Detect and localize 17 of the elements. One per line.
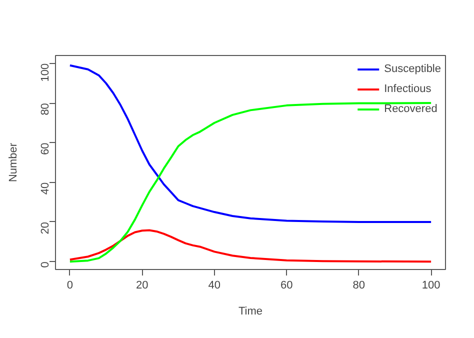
x-tick-label: 60 — [280, 280, 293, 292]
x-tick-label: 80 — [352, 280, 365, 292]
y-tick-label: 0 — [40, 262, 52, 268]
x-tick-label: 40 — [208, 280, 221, 292]
legend-label: Susceptible — [384, 63, 441, 75]
y-tick-label: 20 — [40, 222, 52, 234]
x-axis-title: Time — [238, 306, 263, 318]
y-axis-title: Number — [8, 142, 20, 182]
y-tick-label: 40 — [40, 182, 52, 195]
y-tick-label: 80 — [40, 103, 52, 116]
y-tick-label: 60 — [40, 142, 52, 155]
x-tick-label: 0 — [66, 280, 74, 292]
legend-label: Infectious — [384, 83, 432, 95]
legend-label: Recovered — [384, 103, 438, 115]
y-tick-label: 100 — [40, 63, 52, 82]
x-tick-label: 20 — [136, 280, 148, 292]
x-tick-label: 100 — [422, 280, 440, 292]
